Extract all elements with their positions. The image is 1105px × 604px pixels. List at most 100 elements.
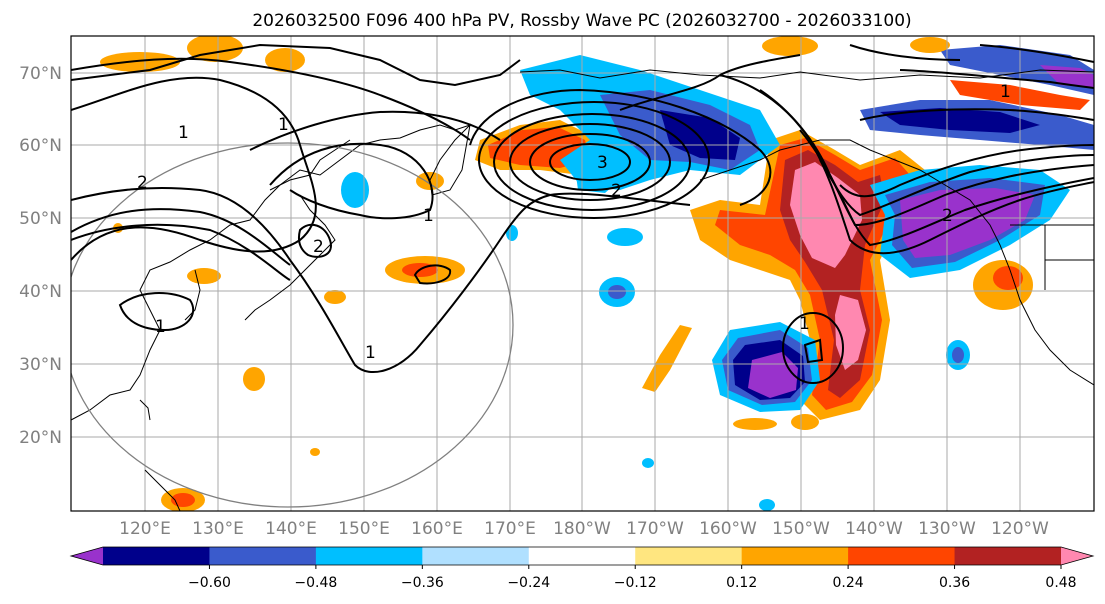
pv-negative-patch: [952, 347, 964, 363]
colorbar-tick-label: 0.36: [939, 575, 970, 591]
contour-line: [71, 187, 691, 374]
colorbar-tick-label: 0.48: [1045, 575, 1076, 591]
graticule: [71, 36, 1094, 511]
colorbar-tick-label: −0.12: [614, 575, 657, 591]
contour-line: [803, 338, 824, 364]
contour-label: 1: [155, 317, 166, 337]
colorbar-segment: [315, 547, 423, 565]
colorbar-extend-low: [71, 547, 103, 565]
colorbar-segment: [103, 547, 210, 565]
lon-label: 160°E: [411, 519, 463, 539]
pv-negative-patch: [759, 499, 775, 511]
lon-label: 120°E: [119, 519, 171, 539]
pv-negative-dark-arctic: [880, 108, 1040, 133]
contour-line: [509, 123, 671, 201]
taiwan-coastline: [139, 399, 151, 421]
contour-label: 2: [942, 206, 953, 226]
pv-negative-patch: [607, 228, 643, 246]
map-frame: [70, 35, 1095, 512]
contour-label: 1: [178, 123, 189, 143]
contour-label: 2: [611, 181, 622, 201]
lon-label: 130°E: [192, 519, 244, 539]
lon-label: 180°W: [553, 519, 611, 539]
map-panel: 1 1 2 1 2 3 2 1 1 1 2 1: [70, 35, 1095, 512]
contour-line: [859, 108, 1094, 121]
contour-line: [71, 223, 291, 281]
alaska-coastline: [699, 139, 1094, 386]
korea-coastline: [184, 269, 201, 321]
colorbar-segment: [954, 547, 1062, 565]
colorbar-extend-high: [1061, 547, 1093, 565]
pv-positive-patch: [993, 266, 1023, 290]
radius-circle: [71, 142, 514, 508]
contour-label: 2: [313, 237, 324, 257]
lon-label: 170°E: [484, 519, 536, 539]
contour-line: [979, 44, 1094, 63]
pv-positive-patch: [762, 36, 818, 56]
lon-label: 130°W: [918, 519, 976, 539]
pv-negative-strong-canada: [900, 188, 1035, 258]
contour-line: [269, 142, 434, 220]
pv-positive-patch: [733, 418, 777, 430]
pv-positive-patch: [243, 367, 265, 391]
contour-line: [849, 44, 961, 61]
contour-line: [413, 264, 452, 285]
colorbar-tick-label: −0.60: [188, 575, 231, 591]
contour-label: 1: [1000, 82, 1011, 102]
contour-label: 3: [597, 153, 608, 173]
contour-line: [249, 110, 501, 151]
contour-line: [71, 208, 291, 266]
pv-negative-patch: [642, 458, 654, 468]
lat-label: 20°N: [19, 428, 62, 448]
philippines-coastline: [144, 469, 181, 511]
pv-positive-patch: [791, 414, 819, 430]
contour-line: [759, 89, 1094, 247]
pv-positive-patch: [265, 48, 305, 72]
contour-line: [493, 113, 691, 211]
pv-negative-patch: [506, 225, 518, 241]
colorbar-segment: [635, 547, 743, 565]
colorbar-tick-label: 0.12: [726, 575, 757, 591]
contour-line: [782, 312, 844, 384]
lat-label: 60°N: [19, 136, 62, 156]
sea-of-okhotsk-coastline: [269, 139, 351, 191]
contour-line: [71, 43, 521, 87]
pv-positive-patch: [100, 52, 180, 72]
lon-label: 140°W: [845, 519, 903, 539]
colorbar-segment: [848, 547, 956, 565]
lon-label: 170°W: [626, 519, 684, 539]
lon-label: 160°W: [699, 519, 757, 539]
pv-negative-patch: [341, 172, 369, 208]
pv-positive-patch: [910, 37, 950, 53]
colorbar-tick-label: −0.36: [401, 575, 444, 591]
contour-line: [899, 69, 1094, 89]
lon-label: 140°E: [265, 519, 317, 539]
latitude-labels: 70°N 60°N 50°N 40°N 30°N 20°N: [19, 64, 62, 448]
contour-line: [819, 154, 1094, 217]
contour-line: [839, 144, 1094, 198]
colorbar-tick-label: −0.24: [507, 575, 550, 591]
colorbar-tick-label: −0.48: [294, 575, 337, 591]
asia-coastline: [71, 124, 471, 421]
pv-positive-patch: [187, 268, 221, 284]
contour-line: [469, 88, 772, 206]
colorbar-outline: [69, 546, 1095, 566]
lat-label: 30°N: [19, 355, 62, 375]
contour-line: [529, 133, 651, 191]
contour-line: [118, 292, 195, 332]
contour-label: 1: [423, 206, 434, 226]
contour-label: 2: [137, 173, 148, 193]
lat-label: 70°N: [19, 64, 62, 84]
contour-label: 1: [278, 115, 289, 135]
contour-line: [298, 223, 332, 258]
lat-label: 50°N: [19, 209, 62, 229]
contour-label: 1: [365, 343, 376, 363]
contour-labels: 1 1 2 1 2 3 2 1 1 1 2 1: [137, 82, 1011, 363]
lon-label: 150°W: [772, 519, 830, 539]
colorbar-segment: [422, 547, 530, 565]
colorbar-segment: [209, 547, 317, 565]
lon-label: 150°E: [338, 519, 390, 539]
contour-line: [549, 143, 631, 181]
contour-line: [619, 54, 801, 111]
japan-coastline: [244, 194, 336, 321]
